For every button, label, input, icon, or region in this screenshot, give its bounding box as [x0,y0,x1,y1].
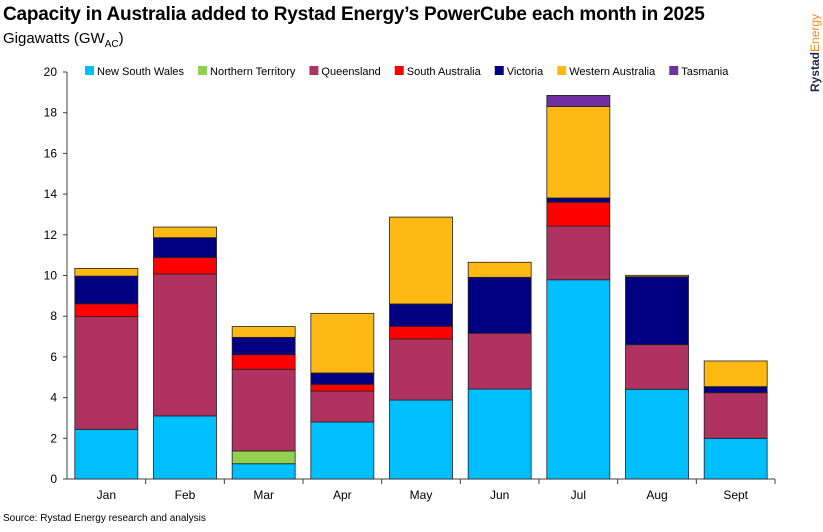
bar-segment-queensland [625,344,689,390]
bar-segment-new-south-wales [74,428,139,480]
bar-segment-queensland [74,316,139,430]
bar-segment-south-australia [153,257,217,275]
legend-swatch [669,66,679,75]
bar-segment-south-australia [389,325,453,340]
bar-segment-victoria [625,276,689,346]
legend-label: Western Australia [569,66,656,78]
bar-segment-western-australia [467,261,532,278]
y-tick-label: 16 [44,146,58,160]
chart-title: Capacity in Australia added to Rystad En… [3,4,705,25]
legend-label: New South Wales [97,66,185,78]
y-axis-label: Gigawatts (GWAC) [3,30,124,50]
y-label-sub: AC [104,39,119,50]
legend-swatch [198,66,208,75]
bar-segment-victoria [231,336,296,356]
bar-segment-western-australia [310,312,375,374]
y-tick-label: 6 [50,350,57,364]
x-tick-label: May [410,488,433,502]
bar-segment-south-australia [310,383,375,392]
bar-segment-queensland [703,392,768,439]
legend-label: Victoria [507,66,544,78]
bar-segment-queensland [153,273,217,417]
bar-segment-south-australia [546,201,611,227]
y-label-main: Gigawatts (GW [3,30,105,47]
bar-segment-victoria [467,276,532,334]
rystad-logo: RystadEnergy [808,14,822,92]
bar-segment-victoria [310,372,375,385]
legend-swatch [309,66,319,75]
bar-segment-victoria [703,386,768,394]
legend-swatch [494,66,504,75]
legend-label: Queensland [321,66,380,78]
y-tick-label: 4 [50,391,57,405]
y-label-close: ) [118,30,124,47]
bar-segment-queensland [310,390,375,423]
logo-part2: Energy [808,13,822,52]
legend-swatch [394,66,404,75]
bar-segment-victoria [74,275,139,305]
bar-segment-new-south-wales [546,279,611,480]
y-tick-label: 18 [44,106,58,120]
y-tick-label: 14 [44,187,58,201]
bar-segment-queensland [231,368,296,452]
bar-segment-victoria [389,303,453,327]
bar-segment-western-australia [231,326,296,338]
x-tick-label: Aug [646,488,667,502]
bar-segment-new-south-wales [310,421,375,480]
y-tick-label: 2 [50,431,57,445]
bar-segment-new-south-wales [231,463,296,480]
bar-segment-new-south-wales [703,437,768,480]
legend-swatch [557,66,567,75]
bar-segment-new-south-wales [467,388,532,480]
y-tick-label: 0 [50,472,57,486]
bar-segment-western-australia [703,360,768,388]
bar-segment-new-south-wales [153,415,217,480]
bar-segment-western-australia [546,106,611,199]
legend-label: South Australia [407,66,482,78]
source-note: Source: Rystad Energy research and analy… [3,513,206,524]
bar-segment-queensland [546,225,611,281]
x-tick-label: Feb [175,488,196,502]
x-tick-label: Jun [490,488,509,502]
bar-segment-western-australia [389,216,453,305]
bar-segment-western-australia [153,226,217,239]
bar-segment-south-australia [74,303,139,318]
bar-segment-western-australia [625,274,689,278]
x-tick-label: Mar [253,488,274,502]
y-tick-label: 10 [44,269,58,283]
x-tick-label: Jul [571,488,586,502]
y-tick-label: 20 [44,65,58,79]
legend-swatch [85,66,94,75]
bar-segment-western-australia [74,267,139,277]
x-tick-label: Apr [333,488,352,502]
legend-label: Tasmania [681,66,729,78]
x-tick-label: Jan [97,488,116,502]
x-tick-label: Sept [723,488,748,502]
bar-segment-victoria [153,237,217,258]
bar-segment-tasmania [546,95,611,107]
bar-segment-south-australia [231,354,296,370]
y-tick-label: 12 [44,228,58,242]
bar-segment-queensland [389,338,453,401]
bar-segment-new-south-wales [625,388,689,480]
bar-segment-new-south-wales [389,399,453,480]
logo-part1: Rystad [808,51,822,92]
bar-segment-queensland [467,332,532,390]
bar-segment-northern-territory [231,450,296,465]
y-tick-label: 8 [50,309,57,323]
bar-segment-victoria [546,197,611,203]
legend-label: Northern Territory [210,66,296,78]
